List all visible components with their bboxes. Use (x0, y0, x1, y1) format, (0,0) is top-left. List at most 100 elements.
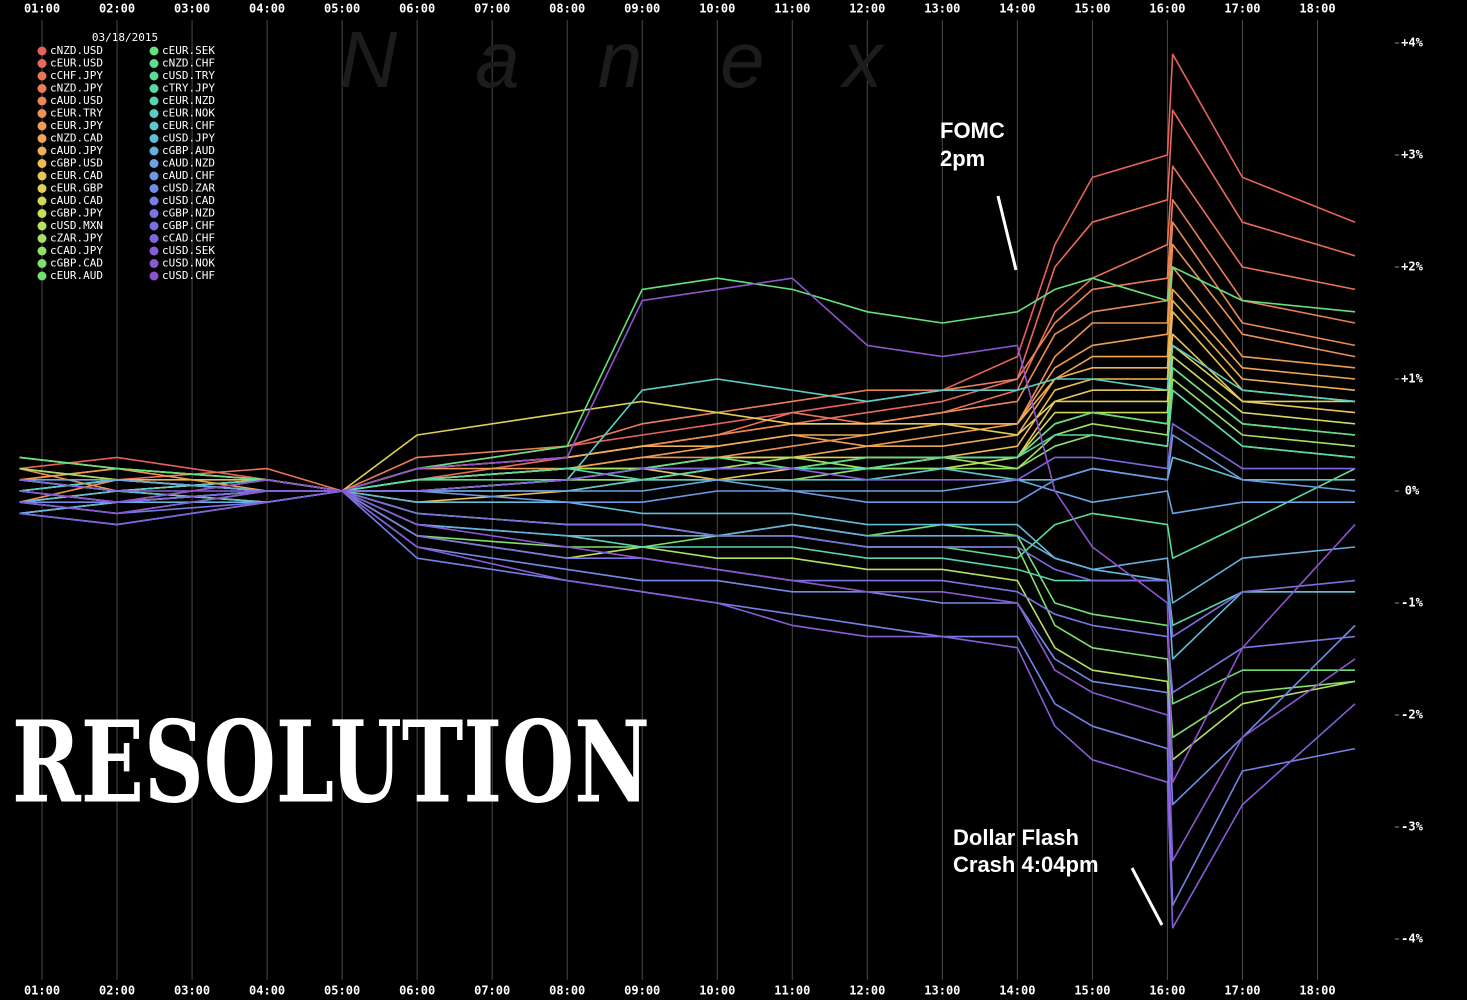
legend-swatch (149, 259, 159, 268)
legend-swatch (37, 221, 47, 231)
grid (41, 20, 1399, 980)
x-tick-label: 07:00 (474, 984, 510, 998)
legend-swatch (149, 134, 159, 143)
legend-label: cNZD.JPY (50, 82, 103, 95)
legend-label: cUSD.JPY (162, 132, 215, 145)
x-tick-label: 03:00 (174, 984, 210, 998)
y-tick-label: +1% (1401, 372, 1423, 386)
x-tick-label: 08:00 (549, 2, 585, 16)
legend-label: cEUR.CAD (50, 169, 103, 182)
legend-label: cEUR.USD (50, 57, 103, 70)
legend-label: cAUD.USD (50, 94, 103, 107)
legend-swatch (149, 59, 159, 68)
legend-label: cEUR.CHF (162, 119, 215, 132)
x-tick-label: 01:00 (24, 984, 60, 998)
y-tick-label: +2% (1401, 260, 1423, 274)
legend-label: cEUR.NZD (162, 94, 215, 107)
legend-swatch (149, 271, 159, 281)
legend-label: cAUD.CAD (50, 194, 103, 207)
legend-label: cGBP.CAD (50, 257, 103, 270)
x-tick-label: 13:00 (924, 984, 960, 998)
x-tick-label: 03:00 (174, 2, 210, 16)
legend-label: cEUR.GBP (50, 182, 103, 195)
x-tick-label: 11:00 (774, 984, 810, 998)
legend-swatch (37, 259, 47, 268)
legend-label: cCHF.JPY (50, 69, 103, 82)
legend-swatch (149, 184, 159, 193)
y-tick-label: +4% (1401, 36, 1423, 50)
x-tick-label: 17:00 (1224, 2, 1260, 16)
x-tick-label: 11:00 (774, 2, 810, 16)
legend: cNZD.USDcEUR.USDcCHF.JPYcNZD.JPYcAUD.USD… (37, 44, 215, 282)
x-tick-label: 12:00 (849, 2, 885, 16)
legend-swatch (149, 171, 159, 181)
y-tick-label: 0% (1405, 484, 1420, 498)
x-tick-label: 04:00 (249, 984, 285, 998)
x-tick-label: 15:00 (1074, 984, 1110, 998)
x-tick-label: 14:00 (999, 2, 1035, 16)
x-tick-label: 04:00 (249, 2, 285, 16)
x-tick-label: 18:00 (1299, 2, 1335, 16)
annotation: 2pm (940, 146, 985, 171)
x-tick-label: 14:00 (999, 984, 1035, 998)
series-line (19, 490, 1356, 929)
x-tick-label: 10:00 (699, 984, 735, 998)
legend-swatch (149, 46, 159, 56)
legend-label: cZAR.JPY (50, 232, 103, 245)
x-tick-label: 13:00 (924, 2, 960, 16)
legend-swatch (37, 96, 47, 106)
legend-swatch (149, 209, 159, 218)
series-line (19, 165, 1356, 492)
legend-swatch (149, 71, 159, 81)
x-tick-label: 02:00 (99, 984, 135, 998)
legend-label: cAUD.JPY (50, 144, 103, 157)
legend-label: cUSD.MXN (50, 219, 103, 232)
legend-label: cEUR.SEK (162, 44, 215, 57)
legend-swatch (37, 59, 47, 68)
x-tick-label: 15:00 (1074, 2, 1110, 16)
legend-label: cAUD.CHF (162, 169, 215, 182)
x-tick-label: 05:00 (324, 984, 360, 998)
legend-label: cCAD.CHF (162, 232, 215, 245)
x-tick-label: 09:00 (624, 2, 660, 16)
legend-label: cTRY.JPY (162, 82, 215, 95)
legend-label: cEUR.JPY (50, 119, 103, 132)
legend-swatch (37, 209, 47, 218)
legend-label: cGBP.CHF (162, 219, 215, 232)
legend-swatch (37, 184, 47, 193)
x-tick-label: 17:00 (1224, 984, 1260, 998)
legend-swatch (37, 196, 47, 206)
x-tick-label: 12:00 (849, 984, 885, 998)
legend-label: cGBP.USD (50, 157, 103, 170)
x-tick-label: 01:00 (24, 2, 60, 16)
legend-swatch (37, 121, 47, 131)
legend-label: cGBP.NZD (162, 207, 215, 220)
legend-swatch (149, 146, 159, 156)
x-tick-label: 05:00 (324, 2, 360, 16)
legend-label: cGBP.AUD (162, 144, 215, 157)
lines (19, 53, 1356, 929)
y-tick-label: -3% (1401, 820, 1423, 834)
legend-label: cUSD.NOK (162, 257, 215, 270)
legend-swatch (37, 134, 47, 143)
y-tick-label: -2% (1401, 708, 1423, 722)
legend-swatch (37, 46, 47, 56)
y-tick-label: -1% (1401, 596, 1423, 610)
annotation: Dollar Flash (953, 825, 1079, 850)
x-tick-label: 18:00 (1299, 984, 1335, 998)
legend-swatch (37, 246, 47, 256)
legend-swatch (149, 234, 159, 243)
legend-label: cAUD.NZD (162, 157, 215, 170)
y-tick-label: +3% (1401, 148, 1423, 162)
legend-label: cEUR.NOK (162, 107, 215, 120)
x-tick-label: 08:00 (549, 984, 585, 998)
legend-swatch (37, 271, 47, 281)
legend-label: cUSD.CAD (162, 194, 215, 207)
annotation-arrow (1130, 867, 1164, 926)
legend-swatch (149, 246, 159, 256)
legend-label: cEUR.AUD (50, 269, 103, 282)
legend-swatch (149, 96, 159, 106)
x-tick-label: 06:00 (399, 2, 435, 16)
